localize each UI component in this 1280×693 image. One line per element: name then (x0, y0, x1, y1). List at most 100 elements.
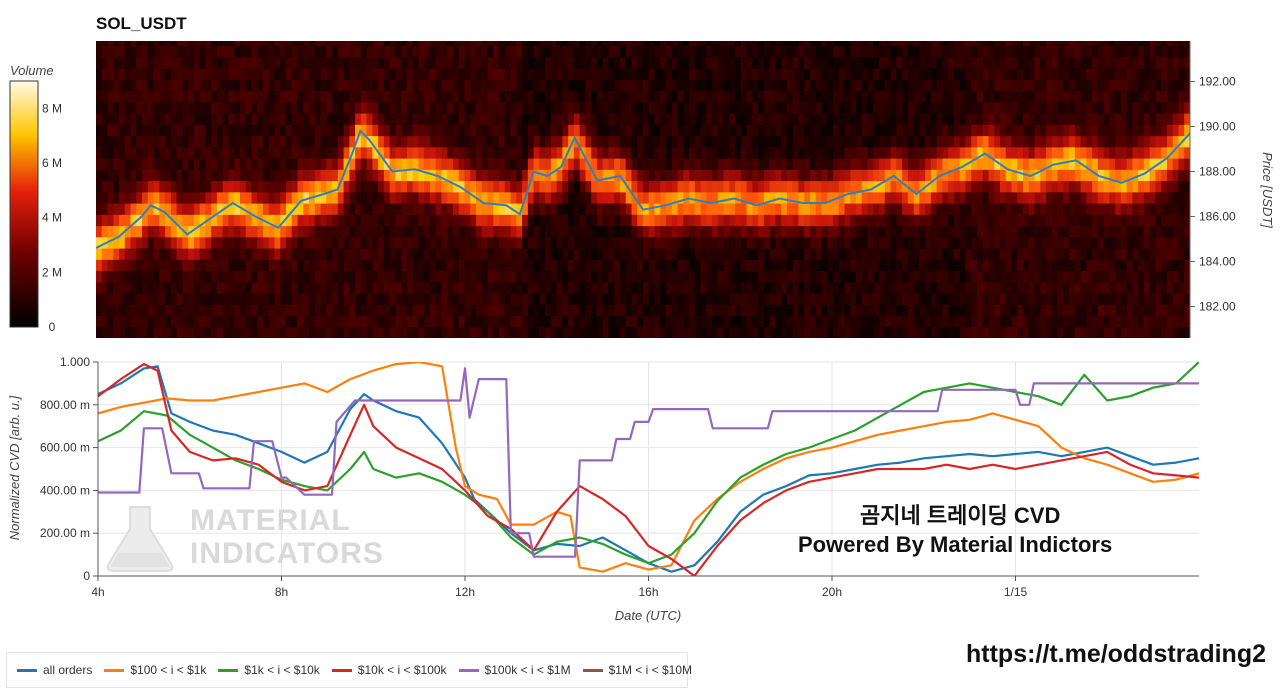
heatmap-cell (205, 56, 212, 69)
heatmap-cell (1178, 248, 1185, 260)
heatmap-cell (1011, 293, 1018, 305)
heatmap-cell (262, 45, 270, 58)
heatmap-cell (562, 270, 569, 283)
heatmap-cell (291, 191, 299, 204)
heatmap-cell (677, 203, 684, 215)
heatmap-cell (228, 236, 235, 249)
heatmap-cell (936, 281, 944, 294)
heatmap-cell (291, 270, 299, 283)
heatmap-cell (844, 315, 851, 328)
heatmap-cell (406, 304, 414, 317)
heatmap-cell (792, 248, 800, 260)
heatmap-cell (412, 113, 420, 125)
heatmap-cell (1097, 68, 1105, 80)
heatmap-cell (499, 270, 506, 283)
heatmap-cell (119, 113, 126, 125)
heatmap-cell (763, 259, 771, 272)
heatmap-cell (291, 124, 299, 137)
heatmap-cell (124, 180, 132, 193)
heatmap-cell (452, 180, 460, 193)
heatmap-cell (769, 56, 777, 69)
heatmap-cell (890, 45, 897, 58)
heatmap-cell (838, 146, 846, 159)
heatmap-cell (1017, 203, 1024, 215)
heatmap-cell (1103, 225, 1110, 238)
heatmap-cell (666, 293, 673, 305)
heatmap-cell (464, 56, 471, 69)
heatmap-cell (660, 270, 667, 283)
heatmap-cell (1097, 45, 1105, 58)
heatmap-cell (815, 158, 823, 170)
heatmap-cell (424, 259, 431, 272)
heatmap-cell (965, 56, 972, 69)
heatmap-cell (228, 113, 235, 125)
heatmap-cell (999, 79, 1007, 92)
heatmap-cell (193, 146, 201, 159)
heatmap-cell (948, 169, 955, 182)
heatmap-cell (309, 41, 316, 47)
heatmap-cell (1051, 124, 1059, 137)
heatmap-cell (297, 293, 304, 305)
heatmap-cell (740, 45, 748, 58)
heatmap-cell (844, 293, 851, 305)
heatmap-cell (959, 315, 967, 328)
heatmap-cell (435, 158, 443, 170)
heatmap-cell (1143, 169, 1151, 182)
heatmap-cell (873, 113, 880, 125)
heatmap-cell (245, 236, 253, 249)
heatmap-cell (1023, 101, 1030, 114)
heatmap-cell (136, 248, 143, 260)
heatmap-cell (234, 191, 241, 204)
heatmap-cell (378, 203, 385, 215)
heatmap-cell (1155, 191, 1162, 204)
heatmap-cell (136, 293, 143, 305)
heatmap-cell (251, 41, 258, 47)
heatmap-cell (573, 79, 581, 92)
heatmap-cell (833, 101, 840, 114)
heatmap-cell (1051, 191, 1059, 204)
heatmap-cell (1103, 101, 1110, 114)
heatmap-cell (654, 281, 661, 294)
heatmap-cell (936, 248, 944, 260)
heatmap-cell (499, 90, 506, 103)
heatmap-cell (666, 56, 673, 69)
heatmap-cell (441, 79, 448, 92)
heatmap-cell (452, 56, 460, 69)
heatmap-cell (360, 225, 368, 238)
heatmap-cell (902, 56, 909, 69)
heatmap-cell (1166, 56, 1174, 69)
heatmap-cell (867, 293, 874, 305)
heatmap-cell (809, 90, 817, 103)
heatmap-cell (925, 236, 932, 249)
heatmap-cell (740, 236, 748, 249)
heatmap-cell (1023, 56, 1030, 69)
heatmap-cell (792, 90, 800, 103)
heatmap-cell (464, 203, 471, 215)
heatmap-cell (418, 214, 425, 227)
heatmap-cell (1120, 225, 1128, 238)
heatmap-cell (953, 214, 961, 227)
heatmap-cell (372, 124, 379, 137)
heatmap-cell (965, 45, 972, 58)
heatmap-cell (96, 281, 103, 294)
heatmap-cell (424, 203, 431, 215)
heatmap-cell (366, 180, 373, 193)
heatmap-cell (999, 101, 1007, 114)
heatmap-cell (689, 225, 696, 238)
heatmap-cell (286, 326, 293, 338)
heatmap-cell (216, 315, 224, 328)
heatmap-cell (729, 68, 736, 80)
heatmap-cell (844, 169, 851, 182)
heatmap-cell (844, 68, 851, 80)
heatmap-cell (458, 135, 466, 148)
heatmap-cell (142, 293, 149, 305)
heatmap-cell (435, 259, 443, 272)
heatmap-cell (1086, 214, 1093, 227)
heatmap-cell (1184, 90, 1190, 103)
heatmap-cell (355, 214, 362, 227)
heatmap-cell (735, 180, 742, 193)
heatmap-cell (948, 293, 955, 305)
heatmap-cell (988, 101, 995, 114)
heatmap-cell (199, 68, 206, 80)
heatmap-cell (775, 169, 782, 182)
